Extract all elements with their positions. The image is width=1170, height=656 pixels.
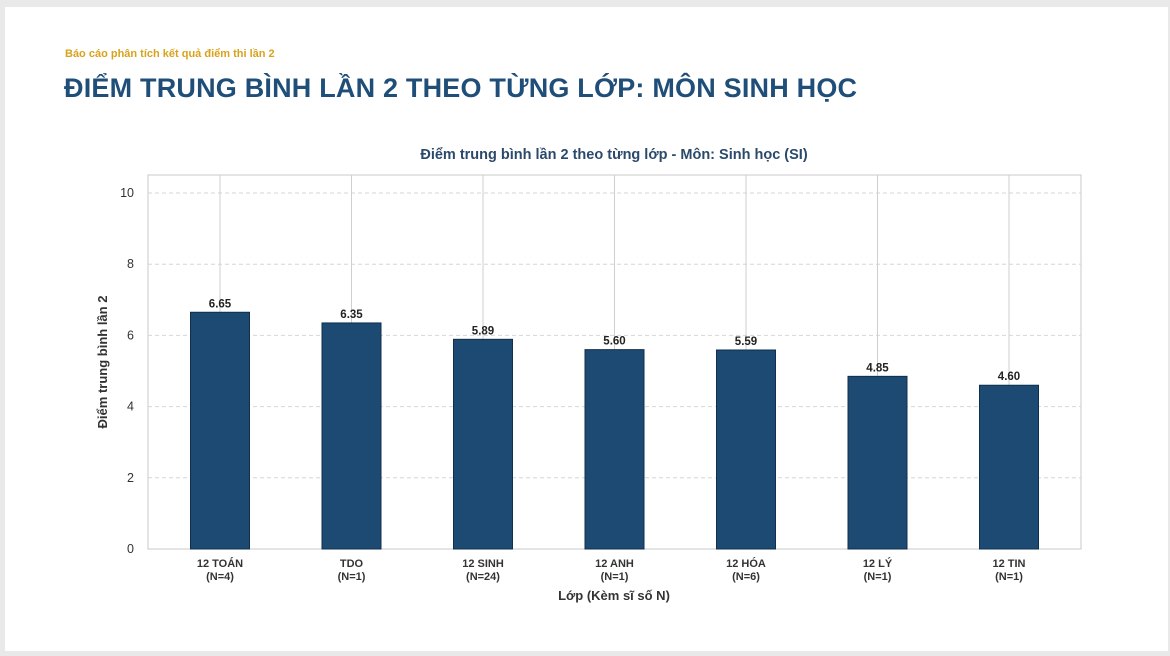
x-tick-count: (N=1) (995, 571, 1023, 583)
bar (190, 311, 250, 550)
page-title: ĐIỂM TRUNG BÌNH LẦN 2 THEO TỪNG LỚP: MÔN… (64, 73, 858, 103)
y-axis-ticks: 0 2 4 6 8 10 (120, 186, 134, 556)
x-tick-label: 12 LÝ (863, 557, 893, 570)
bar-value-label: 5.60 (603, 336, 625, 348)
x-tick-count: (N=4) (206, 571, 234, 583)
x-tick-label: 12 TOÁN (197, 557, 243, 570)
x-tick-label: 12 ANH (595, 558, 634, 570)
x-axis-label: Lớp (Kèm sĩ số N) (558, 588, 670, 603)
bar-value-label: 5.59 (735, 336, 757, 348)
y-tick-label: 8 (127, 257, 134, 271)
x-tick-label: TDO (340, 558, 364, 570)
x-tick-count: (N=1) (601, 571, 629, 583)
y-tick-label: 2 (127, 471, 134, 485)
chart-title: Điểm trung bình lần 2 theo từng lớp - Mô… (420, 147, 807, 163)
bar-value-label: 4.85 (866, 362, 889, 374)
bar (979, 384, 1039, 550)
bar-value-label: 5.89 (472, 325, 494, 337)
x-tick-count: (N=1) (864, 571, 892, 583)
bars-group: 6.65 6.35 5.89 5.60 5.59 4.85 4.60 (190, 298, 1039, 550)
bar-value-label: 6.65 (209, 298, 232, 310)
y-tick-label: 0 (127, 542, 134, 556)
x-tick-label: 12 HÓA (726, 557, 766, 570)
x-tick-count: (N=1) (338, 571, 366, 583)
y-tick-label: 4 (127, 400, 134, 414)
bar (321, 322, 382, 550)
x-tick-label: 12 SINH (462, 558, 504, 570)
report-subtitle: Báo cáo phân tích kết quả điểm thi lần 2 (65, 48, 275, 60)
bar (584, 349, 645, 550)
y-tick-label: 6 (127, 328, 134, 342)
bar-value-label: 4.60 (998, 371, 1020, 383)
x-tick-label: 12 TIN (992, 558, 1025, 570)
y-axis-label: Điểm trung bình lần 2 (95, 296, 110, 429)
x-axis-ticks: 12 TOÁN(N=4)TDO(N=1)12 SINH(N=24)12 ANH(… (197, 557, 1026, 583)
x-tick-count: (N=24) (466, 571, 500, 583)
bar-value-label: 6.35 (340, 309, 363, 321)
bar (716, 349, 776, 550)
bar (847, 375, 908, 550)
bar (453, 338, 513, 550)
x-tick-count: (N=6) (732, 571, 760, 583)
y-tick-label: 10 (120, 186, 134, 200)
